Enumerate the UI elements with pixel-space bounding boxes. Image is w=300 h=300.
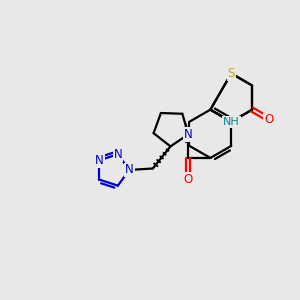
Text: O: O [184,172,193,186]
Text: NH: NH [223,117,240,127]
Text: N: N [184,128,193,141]
Text: N: N [113,148,122,161]
Text: S: S [228,67,235,80]
Text: O: O [264,113,273,126]
Text: N: N [125,164,134,176]
Text: N: N [95,154,104,167]
